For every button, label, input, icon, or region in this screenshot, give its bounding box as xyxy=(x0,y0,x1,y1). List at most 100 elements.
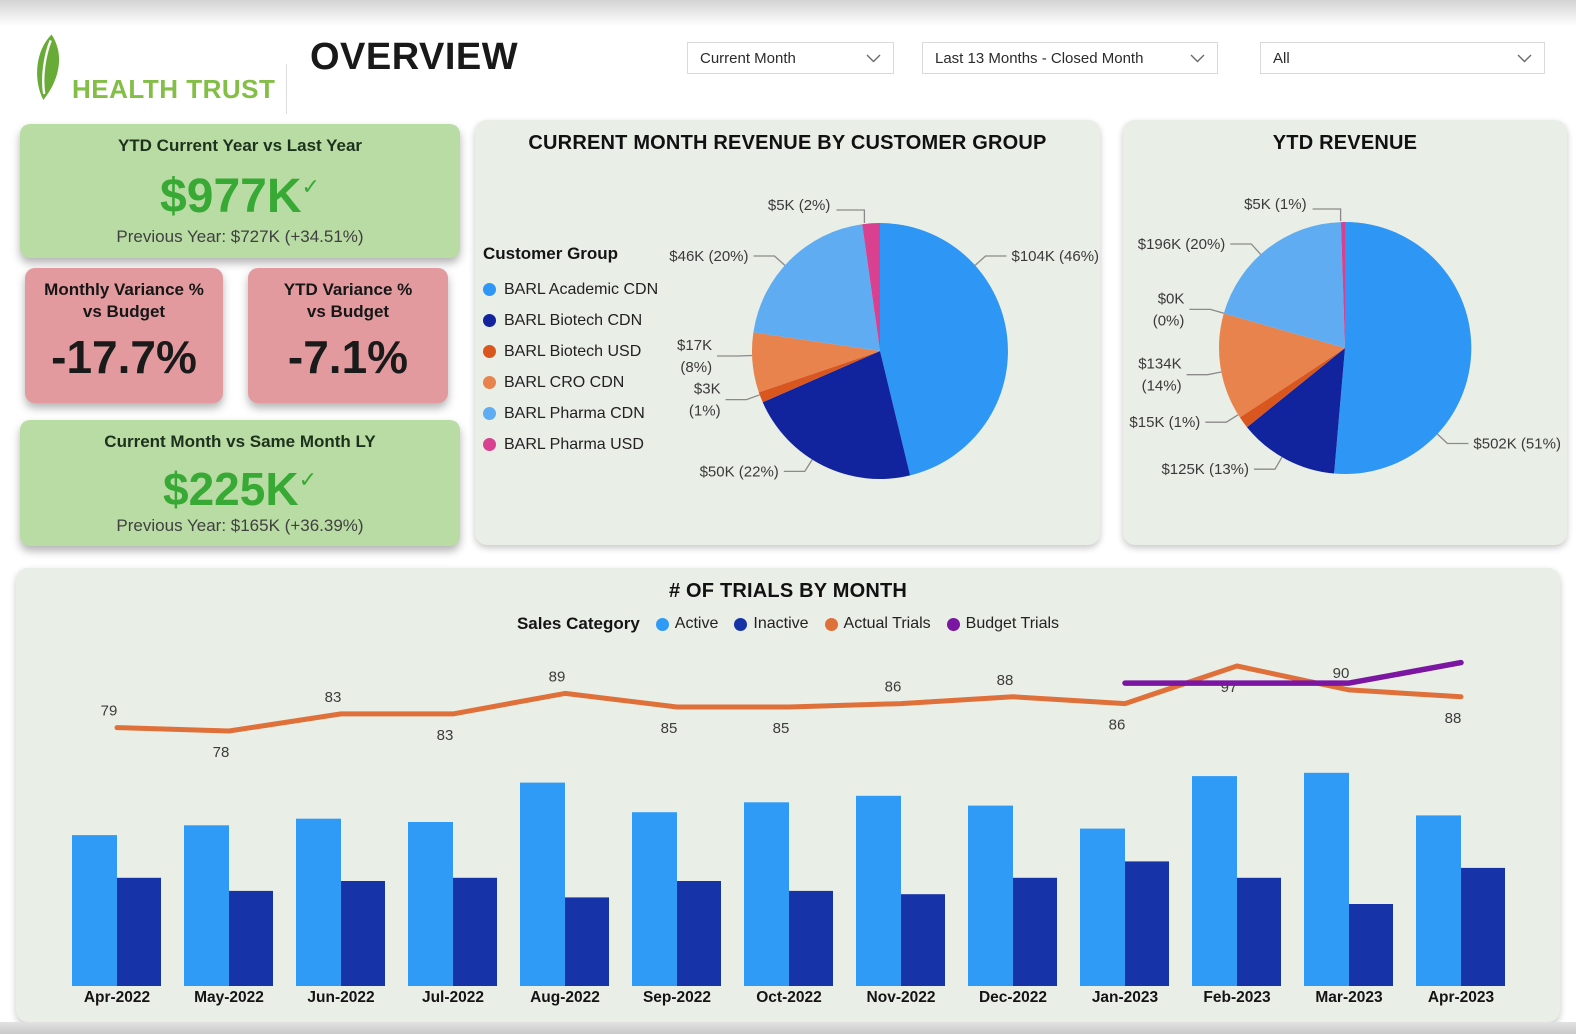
x-axis-label-aug-2022: Aug-2022 xyxy=(530,989,600,1006)
bar-inactive-jun-2022[interactable] xyxy=(341,881,385,986)
pie-slice-barl-academic-cdn[interactable] xyxy=(880,223,1008,476)
pie-slice-barl-biotech-cdn[interactable] xyxy=(1247,348,1345,474)
legend-item-barl-biotech-cdn[interactable]: BARL Biotech CDN xyxy=(483,305,658,336)
bar-active-jul-2022[interactable] xyxy=(408,822,453,986)
bar-inactive-jul-2022[interactable] xyxy=(453,877,497,986)
x-axis-label-jun-2022: Jun-2022 xyxy=(307,989,374,1006)
legend-item-actual-trials[interactable]: Actual Trials xyxy=(824,615,931,633)
pie-label-leader xyxy=(836,209,866,223)
pie-slice-barl-academic-cdn[interactable] xyxy=(1334,221,1472,474)
pie-slice-barl-cro-cdn[interactable] xyxy=(1218,313,1345,418)
filter-dropdown-range-filter[interactable]: Last 13 Months - Closed Month xyxy=(922,42,1218,74)
legend-item-budget-trials[interactable]: Budget Trials xyxy=(946,615,1060,633)
pie-data-label: $5K (2%) xyxy=(768,197,831,214)
legend-item-barl-pharma-usd[interactable]: BARL Pharma USD xyxy=(483,429,658,460)
bar-inactive-oct-2022[interactable] xyxy=(789,890,833,986)
line-data-label: 86 xyxy=(885,679,902,696)
chevron-down-icon xyxy=(866,54,881,63)
bar-inactive-mar-2023[interactable] xyxy=(1349,904,1393,986)
x-axis-label-sep-2022: Sep-2022 xyxy=(643,989,711,1006)
line-data-label: 78 xyxy=(213,744,230,761)
line-data-label: 83 xyxy=(325,689,342,706)
pie-label-leader xyxy=(753,255,786,266)
pie-label-leader xyxy=(717,354,753,357)
pie-label-leader xyxy=(1186,371,1222,376)
bar-active-jun-2022[interactable] xyxy=(296,818,341,986)
pie-slice-barl-biotech-usd[interactable] xyxy=(1239,348,1345,428)
filter-dropdown-scope-filter[interactable]: All xyxy=(1260,42,1545,74)
line-data-label: 90 xyxy=(1333,665,1350,682)
bar-inactive-nov-2022[interactable] xyxy=(901,894,945,986)
line-data-label: 89 xyxy=(549,668,566,685)
kpi-card-ytd-variance: YTD Variance % vs Budget -7.1% xyxy=(248,268,448,403)
bar-active-nov-2022[interactable] xyxy=(856,795,901,986)
legend-item-active[interactable]: Active xyxy=(655,615,718,633)
legend-label: Budget Trials xyxy=(965,615,1060,632)
pie-slice-barl-biotech-cdn[interactable] xyxy=(762,351,911,479)
legend-label: Actual Trials xyxy=(843,615,931,632)
legend-label: BARL Academic CDN xyxy=(504,280,659,298)
pie-slice-barl-pharma-usd[interactable] xyxy=(862,222,880,351)
legend-item-barl-biotech-usd[interactable]: BARL Biotech USD xyxy=(483,336,658,367)
pie-label-leader xyxy=(1230,243,1262,255)
x-axis-label-may-2022: May-2022 xyxy=(194,989,264,1006)
pie-label-leader xyxy=(783,459,813,473)
pie-slice-barl-pharma-usd[interactable] xyxy=(1340,222,1345,348)
pie-label-leader xyxy=(974,255,1007,266)
kpi-title: YTD Current Year vs Last Year xyxy=(117,136,363,155)
bar-active-jan-2023[interactable] xyxy=(1080,828,1125,986)
x-axis-label-apr-2022: Apr-2022 xyxy=(84,989,150,1006)
pie-slice-barl-pharma-cdn[interactable] xyxy=(1223,222,1345,348)
legend-item-inactive[interactable]: Inactive xyxy=(734,615,809,633)
line-actual-trials[interactable] xyxy=(114,663,1464,734)
legend-label: BARL Biotech USD xyxy=(504,342,642,360)
legend-dot xyxy=(483,345,496,358)
kpi-card-ytd: YTD Current Year vs Last Year $977K✓ Pre… xyxy=(20,124,460,258)
legend-item-barl-pharma-cdn[interactable]: BARL Pharma CDN xyxy=(483,398,658,429)
bar-active-may-2022[interactable] xyxy=(184,825,229,986)
legend-item-barl-cro-cdn[interactable]: BARL CRO CDN xyxy=(483,367,658,398)
bar-active-sep-2022[interactable] xyxy=(632,812,677,986)
pie-chart-current-month: $104K (46%) $50K (22%) $3K (1%) $17K (8%) $46K… xyxy=(669,197,1099,480)
trials-combo-chart: Apr-2022 May-2022 Jun-2022 Jul-2022 Aug-2022… xyxy=(72,659,1505,1006)
kpi-title: Monthly Variance % vs Budget xyxy=(44,280,204,321)
bar-inactive-may-2022[interactable] xyxy=(229,890,273,986)
bar-inactive-jan-2023[interactable] xyxy=(1125,861,1169,986)
bar-active-dec-2022[interactable] xyxy=(968,805,1013,986)
pie-slice-barl-biotech-usd[interactable] xyxy=(758,351,880,403)
bar-active-apr-2022[interactable] xyxy=(72,835,117,986)
bar-active-oct-2022[interactable] xyxy=(744,802,789,986)
filter-dropdown-period-filter[interactable]: Current Month xyxy=(687,42,894,74)
legend-item-barl-academic-cdn[interactable]: BARL Academic CDN xyxy=(483,274,658,305)
pie-label-leader xyxy=(1189,308,1225,314)
filter-value: Last 13 Months - Closed Month xyxy=(935,49,1144,67)
bar-inactive-dec-2022[interactable] xyxy=(1013,877,1057,986)
bar-active-mar-2023[interactable] xyxy=(1304,772,1349,986)
pie-data-label: $17K (8%) xyxy=(677,337,712,376)
pie-data-label: $15K (1%) xyxy=(1129,414,1200,431)
page-title: OVERVIEW xyxy=(310,36,519,78)
bar-inactive-apr-2023[interactable] xyxy=(1461,867,1505,986)
bar-inactive-apr-2022[interactable] xyxy=(117,877,161,986)
leaf-icon xyxy=(26,30,66,109)
bar-active-apr-2023[interactable] xyxy=(1416,815,1461,986)
legend-title: Customer Group xyxy=(483,244,619,263)
chevron-down-icon xyxy=(1517,54,1532,63)
kpi-value: -17.7% xyxy=(51,331,197,383)
pie-data-label: $46K (20%) xyxy=(669,248,748,265)
pie-slice-barl-cro-cdn[interactable] xyxy=(752,332,880,393)
bar-active-aug-2022[interactable] xyxy=(520,782,565,986)
pie-slice-barl-pharma-cdn[interactable] xyxy=(753,224,880,351)
bar-inactive-sep-2022[interactable] xyxy=(677,881,721,986)
panel-current-month-revenue: CURRENT MONTH REVENUE BY CUSTOMER GROUP … xyxy=(475,120,1100,545)
line-data-label: 88 xyxy=(997,672,1014,689)
bar-active-feb-2023[interactable] xyxy=(1192,776,1237,986)
bar-inactive-aug-2022[interactable] xyxy=(565,897,609,986)
bar-inactive-feb-2023[interactable] xyxy=(1237,877,1281,986)
pie-data-label: $196K (20%) xyxy=(1138,236,1226,253)
line-budget-trials[interactable] xyxy=(1122,659,1464,686)
line-data-label: 86 xyxy=(1109,717,1126,734)
x-axis-label-dec-2022: Dec-2022 xyxy=(979,989,1047,1006)
pie-label-leader xyxy=(1254,456,1283,470)
